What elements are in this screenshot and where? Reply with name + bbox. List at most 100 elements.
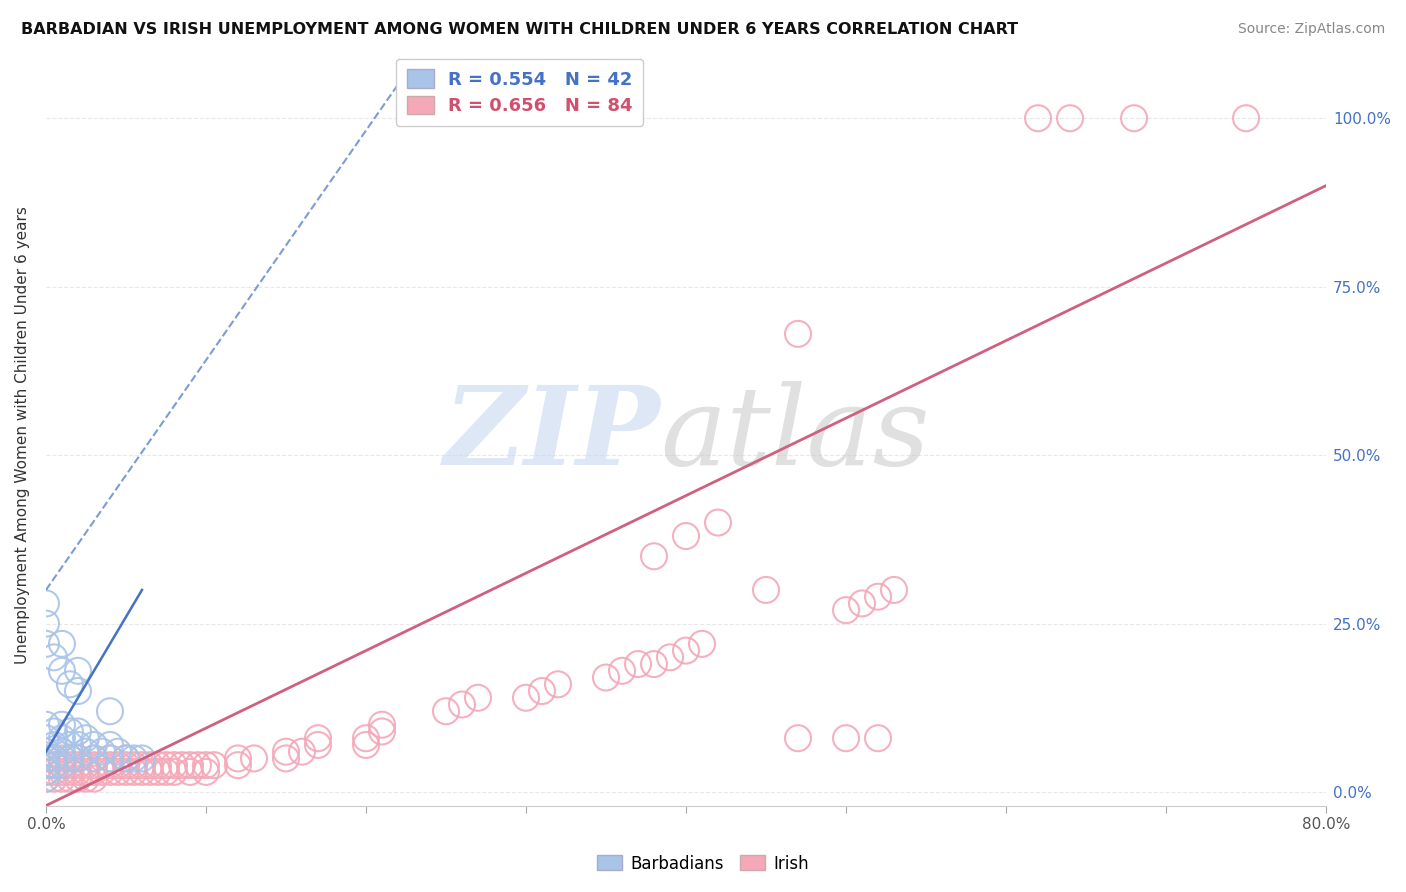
- Point: [66, 751, 89, 765]
- Point: [35, 745, 58, 759]
- Point: [146, 764, 169, 779]
- Point: [42, 751, 65, 765]
- Point: [851, 596, 873, 610]
- Point: [91, 764, 114, 779]
- Point: [595, 671, 617, 685]
- Point: [307, 738, 329, 752]
- Point: [467, 690, 489, 705]
- Point: [226, 751, 249, 765]
- Point: [42, 758, 65, 772]
- Point: [98, 758, 121, 772]
- Point: [66, 751, 89, 765]
- Point: [835, 731, 858, 746]
- Point: [51, 751, 73, 765]
- Point: [226, 758, 249, 772]
- Point: [187, 758, 209, 772]
- Point: [42, 758, 65, 772]
- Point: [75, 745, 97, 759]
- Point: [75, 764, 97, 779]
- Text: Source: ZipAtlas.com: Source: ZipAtlas.com: [1237, 22, 1385, 37]
- Point: [291, 745, 314, 759]
- Point: [35, 772, 58, 786]
- Point: [35, 751, 58, 765]
- Point: [690, 637, 713, 651]
- Point: [707, 516, 730, 530]
- Point: [627, 657, 650, 671]
- Point: [787, 731, 810, 746]
- Point: [1059, 112, 1081, 126]
- Point: [91, 758, 114, 772]
- Point: [139, 764, 162, 779]
- Point: [98, 738, 121, 752]
- Point: [274, 745, 297, 759]
- Point: [35, 764, 58, 779]
- Point: [51, 731, 73, 746]
- Point: [131, 758, 153, 772]
- Legend: R = 0.554   N = 42, R = 0.656   N = 84: R = 0.554 N = 42, R = 0.656 N = 84: [395, 59, 644, 126]
- Point: [115, 758, 138, 772]
- Point: [866, 590, 889, 604]
- Point: [51, 745, 73, 759]
- Point: [122, 758, 145, 772]
- Point: [354, 738, 377, 752]
- Point: [115, 764, 138, 779]
- Point: [83, 738, 105, 752]
- Point: [179, 758, 201, 772]
- Point: [155, 764, 177, 779]
- Point: [1026, 112, 1049, 126]
- Point: [59, 751, 82, 765]
- Point: [98, 751, 121, 765]
- Point: [1123, 112, 1146, 126]
- Point: [610, 664, 633, 678]
- Point: [35, 772, 58, 786]
- Point: [35, 751, 58, 765]
- Point: [42, 650, 65, 665]
- Point: [547, 677, 569, 691]
- Point: [170, 758, 193, 772]
- Point: [675, 529, 697, 543]
- Point: [787, 326, 810, 341]
- Point: [307, 731, 329, 746]
- Point: [83, 764, 105, 779]
- Text: BARBADIAN VS IRISH UNEMPLOYMENT AMONG WOMEN WITH CHILDREN UNDER 6 YEARS CORRELAT: BARBADIAN VS IRISH UNEMPLOYMENT AMONG WO…: [21, 22, 1018, 37]
- Point: [243, 751, 266, 765]
- Point: [59, 764, 82, 779]
- Point: [51, 717, 73, 731]
- Point: [122, 751, 145, 765]
- Point: [515, 690, 537, 705]
- Point: [66, 764, 89, 779]
- Point: [59, 758, 82, 772]
- Point: [835, 603, 858, 617]
- Point: [35, 764, 58, 779]
- Point: [75, 731, 97, 746]
- Point: [530, 684, 553, 698]
- Text: atlas: atlas: [661, 381, 929, 489]
- Point: [107, 758, 129, 772]
- Point: [883, 582, 905, 597]
- Point: [35, 637, 58, 651]
- Point: [643, 549, 665, 564]
- Point: [371, 724, 394, 739]
- Point: [122, 764, 145, 779]
- Point: [66, 684, 89, 698]
- Point: [274, 751, 297, 765]
- Point: [98, 704, 121, 718]
- Point: [659, 650, 682, 665]
- Point: [66, 664, 89, 678]
- Point: [202, 758, 225, 772]
- Point: [98, 751, 121, 765]
- Text: ZIP: ZIP: [444, 381, 661, 489]
- Point: [451, 698, 474, 712]
- Y-axis label: Unemployment Among Women with Children Under 6 years: Unemployment Among Women with Children U…: [15, 206, 30, 664]
- Point: [42, 751, 65, 765]
- Point: [354, 731, 377, 746]
- Point: [51, 664, 73, 678]
- Point: [51, 637, 73, 651]
- Point: [107, 764, 129, 779]
- Point: [42, 772, 65, 786]
- Point: [163, 764, 186, 779]
- Point: [434, 704, 457, 718]
- Point: [139, 758, 162, 772]
- Point: [35, 758, 58, 772]
- Point: [83, 772, 105, 786]
